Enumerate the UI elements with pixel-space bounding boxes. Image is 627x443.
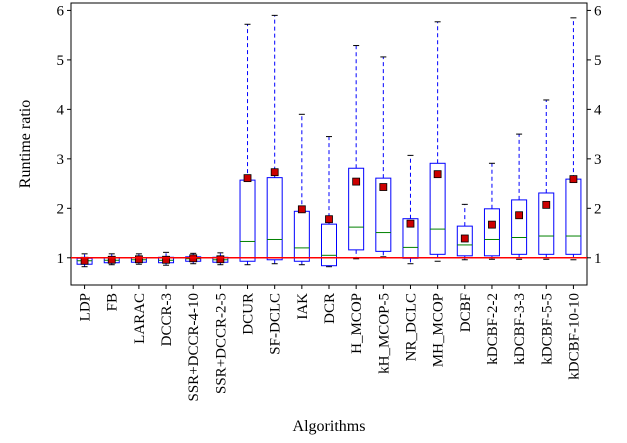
box-group: [429, 21, 446, 262]
box: [293, 210, 310, 262]
x-tick-label: SF-DCLC: [268, 293, 284, 355]
x-tick-label: SSR+DCCR-2-5: [213, 293, 229, 394]
box: [321, 223, 337, 267]
x-axis: LDP FB LARAC DCCR-3 SSR+DCCR-4-10 SSR+DCCR-2-…: [78, 285, 582, 402]
x-tick-label: DCUR: [241, 293, 257, 335]
x-tick-label: MH_MCOP: [431, 293, 447, 367]
mean-marker: [270, 168, 279, 177]
box-group: [375, 56, 392, 258]
y-tick-label-right: 1: [594, 251, 602, 267]
box-group: [130, 253, 147, 265]
box-group: [158, 251, 175, 266]
box-group: [483, 162, 500, 260]
y-axis-left: 1 2 3 4 5 6: [57, 3, 71, 267]
y-axis-right: 1 2 3 4 5 6: [587, 3, 602, 267]
plot-marks: [71, 14, 587, 268]
y-tick-label: 2: [57, 201, 65, 217]
box: [538, 192, 555, 255]
x-tick-label: kDCBF-10-10: [566, 293, 582, 380]
y-tick-label: 5: [57, 53, 65, 69]
mean-marker: [569, 175, 578, 184]
box-group: [212, 252, 229, 266]
y-tick-label: 6: [57, 3, 65, 19]
mean-marker: [325, 215, 333, 224]
y-tick-label: 4: [57, 102, 65, 118]
x-axis-title: Algorithms: [293, 418, 366, 435]
box: [375, 177, 392, 252]
x-tick-label: IAK: [295, 293, 311, 320]
x-tick-label: kH_MCOP-5: [376, 293, 392, 374]
y-tick-label-right: 4: [594, 102, 602, 118]
y-tick-label-right: 5: [594, 53, 602, 69]
box-group: [511, 133, 528, 260]
mean-marker: [433, 170, 442, 179]
box-group: [402, 154, 419, 265]
y-tick-label: 1: [57, 251, 65, 267]
mean-marker: [460, 234, 469, 243]
mean-marker: [352, 177, 361, 186]
box-group: [266, 14, 283, 265]
mean-marker: [406, 219, 415, 228]
x-tick-label: NR_DCLC: [403, 293, 419, 361]
box: [348, 167, 365, 251]
box-group: [348, 45, 365, 260]
box-group: [293, 113, 310, 266]
mean-marker: [216, 255, 225, 264]
box: [239, 179, 256, 262]
mean-marker: [297, 205, 306, 214]
mean-marker: [488, 220, 496, 229]
x-tick-label: DCBF: [458, 293, 474, 332]
box-group: [103, 253, 120, 266]
x-tick-label: kDCBF-5-5: [539, 293, 555, 365]
box-group: [239, 23, 256, 266]
mean-marker: [542, 200, 551, 209]
y-tick-label-right: 3: [594, 152, 602, 168]
x-tick-label: DCCR-3: [159, 293, 175, 346]
y-axis-title: Runtime ratio: [17, 100, 34, 188]
mean-marker: [162, 255, 170, 264]
box: [565, 178, 582, 255]
box-group: [76, 253, 93, 268]
x-tick-label: SSR+DCCR-4-10: [186, 293, 202, 402]
mean-marker: [379, 183, 388, 191]
box-group: [456, 203, 473, 261]
x-tick-label: LDP: [78, 293, 94, 321]
x-tick-label: H_MCOP: [349, 293, 365, 354]
y-tick-label-right: 2: [594, 201, 602, 217]
x-tick-label: LARAC: [132, 293, 148, 344]
mean-marker: [243, 174, 252, 183]
x-tick-label: DCR: [322, 293, 338, 324]
mean-marker: [515, 211, 524, 220]
y-tick-label-right: 6: [594, 3, 602, 19]
y-tick-label: 3: [57, 152, 65, 168]
box: [266, 177, 283, 261]
box-group: [321, 136, 337, 268]
x-tick-label: FB: [105, 293, 121, 311]
box: [511, 199, 528, 255]
box: [456, 225, 473, 257]
box-group: [538, 99, 555, 260]
mean-marker: [134, 255, 143, 264]
x-tick-label: kDCBF-3-3: [512, 293, 528, 365]
box: [429, 162, 446, 255]
box-group: [565, 17, 582, 261]
mean-marker: [107, 255, 116, 264]
box: [483, 208, 500, 257]
x-tick-label: kDCBF-2-2: [485, 293, 501, 365]
